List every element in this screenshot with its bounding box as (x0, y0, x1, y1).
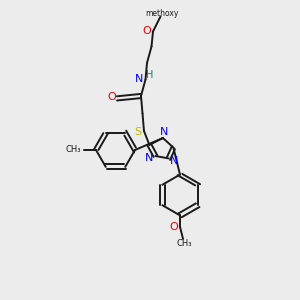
Text: O: O (107, 92, 116, 102)
Text: N: N (170, 156, 178, 167)
Text: CH₃: CH₃ (65, 146, 81, 154)
Text: N: N (145, 153, 154, 164)
Text: O: O (169, 222, 178, 232)
Text: S: S (134, 127, 141, 137)
Text: methoxy: methoxy (145, 9, 179, 18)
Text: O: O (142, 26, 151, 36)
Text: N: N (135, 74, 143, 84)
Text: CH₃: CH₃ (177, 239, 192, 248)
Text: H: H (146, 70, 154, 80)
Text: N: N (160, 127, 169, 137)
